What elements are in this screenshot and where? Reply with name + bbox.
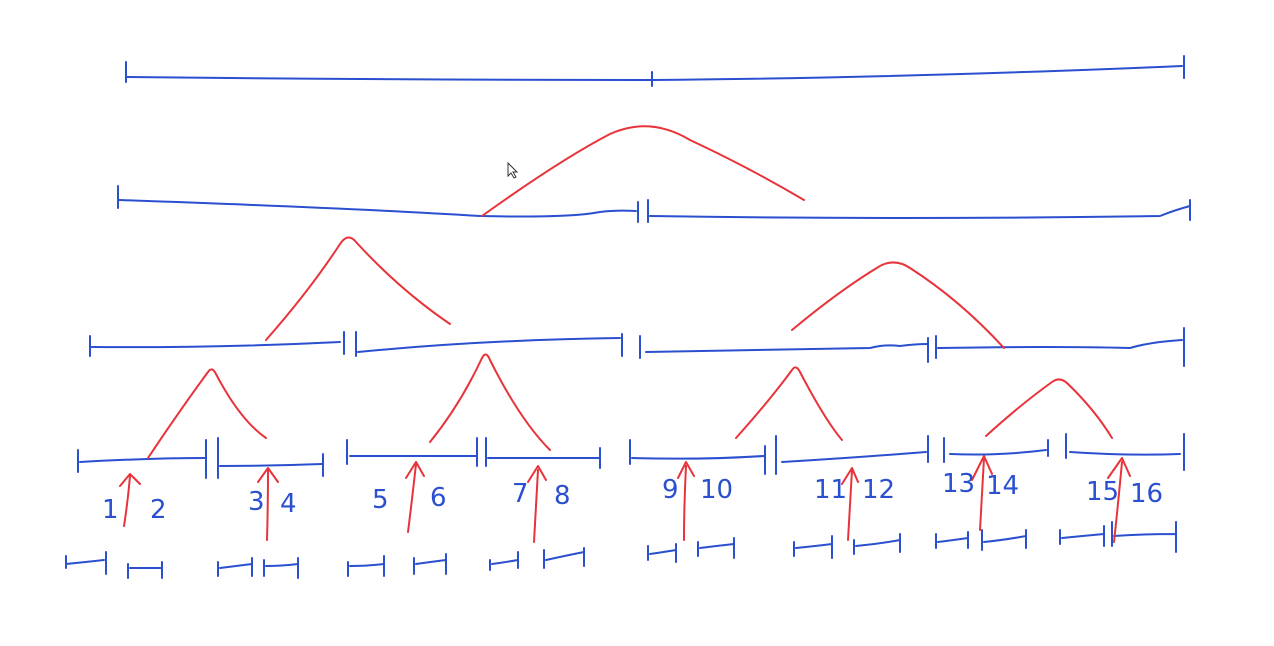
label-11: 11 <box>814 475 847 505</box>
label-13: 13 <box>942 469 975 499</box>
label-10: 10 <box>700 475 733 505</box>
label-5: 5 <box>372 485 389 515</box>
label-8: 8 <box>554 481 571 511</box>
label-3: 3 <box>248 487 265 517</box>
merge-arcs <box>147 125 1113 459</box>
label-14: 14 <box>986 471 1019 501</box>
label-7: 7 <box>512 479 529 509</box>
label-2: 2 <box>150 495 167 525</box>
label-4: 4 <box>280 489 297 519</box>
level-3-intervals <box>77 433 1185 479</box>
label-6: 6 <box>430 483 447 513</box>
label-12: 12 <box>862 475 895 505</box>
label-16: 16 <box>1130 479 1163 509</box>
level-0-interval <box>125 55 1185 87</box>
label-1: 1 <box>102 495 119 525</box>
mouse-pointer-icon <box>507 161 519 179</box>
level-1-intervals <box>117 185 1191 223</box>
level-4-leaf-intervals <box>65 521 1177 579</box>
label-9: 9 <box>662 475 679 505</box>
label-15: 15 <box>1086 477 1119 507</box>
leaf-labels: 1 2 3 4 5 6 7 8 9 10 11 12 13 14 15 16 <box>102 469 1163 525</box>
level-2-intervals <box>89 327 1185 367</box>
insert-arrows <box>119 455 1131 543</box>
